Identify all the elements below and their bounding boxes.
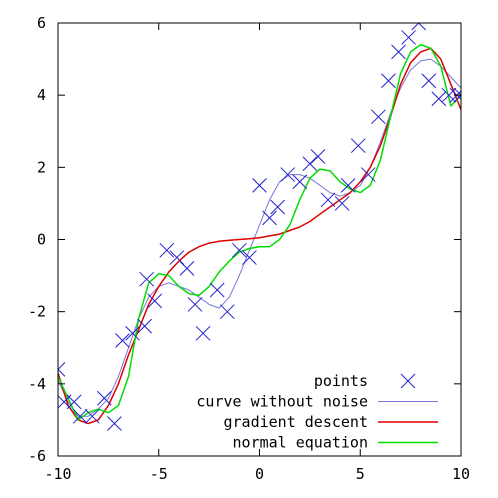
x-tick-label: 5 [356, 465, 365, 483]
y-tick-label: 6 [37, 14, 46, 32]
legend-label: normal equation [233, 434, 368, 452]
y-tick-label: -4 [28, 375, 46, 393]
legend-label: gradient descent [224, 413, 369, 431]
x-tick-label: -5 [150, 465, 168, 483]
x-tick-label: 10 [452, 465, 470, 483]
legend-label: points [314, 372, 368, 390]
x-tick-label: 0 [255, 465, 264, 483]
y-tick-label: 2 [37, 158, 46, 176]
legend-label: curve without noise [196, 393, 368, 411]
y-tick-label: -2 [28, 303, 46, 321]
y-tick-label: -6 [28, 447, 46, 465]
y-tick-label: 4 [37, 86, 46, 104]
x-tick-label: -10 [44, 465, 71, 483]
y-tick-label: 0 [37, 231, 46, 249]
